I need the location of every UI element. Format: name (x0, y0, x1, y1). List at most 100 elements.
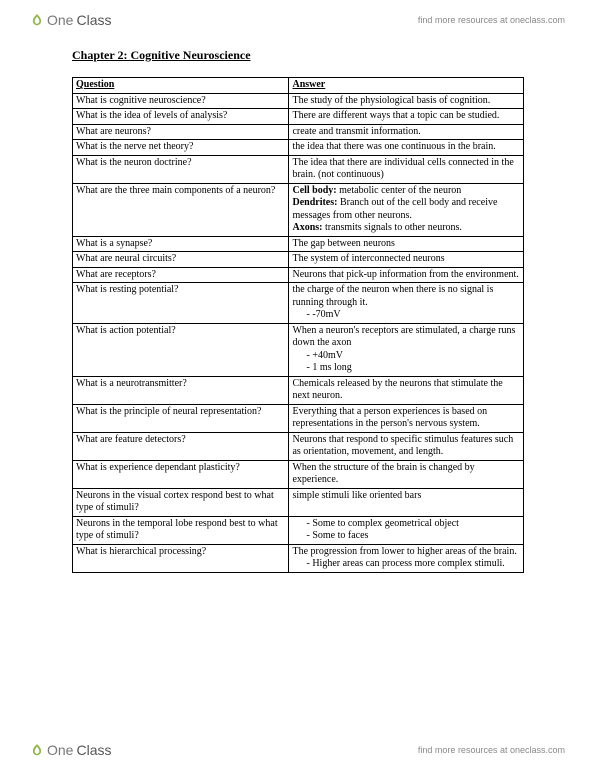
answer-text: When a neuron's receptors are stimulated… (292, 325, 520, 350)
question-cell: Neurons in the visual cortex respond bes… (73, 488, 289, 516)
table-row: What is resting potential?the charge of … (73, 283, 524, 324)
question-cell: What is resting potential? (73, 283, 289, 324)
brand-text-class: Class (76, 742, 111, 758)
leaf-icon (30, 13, 44, 27)
question-cell: What are the three main components of a … (73, 183, 289, 236)
answer-cell: The gap between neurons (289, 236, 524, 252)
answer-cell: The study of the physiological basis of … (289, 93, 524, 109)
answer-text: Neurons that respond to specific stimulu… (292, 434, 520, 459)
table-row: Neurons in the temporal lobe respond bes… (73, 516, 524, 544)
answer-text: There are different ways that a topic ca… (292, 110, 520, 123)
answer-text: create and transmit information. (292, 126, 520, 139)
table-header-row: Question Answer (73, 78, 524, 94)
qa-table: Question Answer What is cognitive neuros… (72, 77, 524, 573)
answer-text: Neurons that pick-up information from th… (292, 269, 520, 282)
answer-cell: The progression from lower to higher are… (289, 544, 524, 572)
answer-bullet: +40mV (292, 350, 520, 363)
question-cell: What is the principle of neural represen… (73, 404, 289, 432)
answer-cell: Some to complex geometrical objectSome t… (289, 516, 524, 544)
answer-cell: When a neuron's receptors are stimulated… (289, 323, 524, 376)
table-row: What are neurons?create and transmit inf… (73, 124, 524, 140)
answer-cell: simple stimuli like oriented bars (289, 488, 524, 516)
document-body: Chapter 2: Cognitive Neuroscience Questi… (72, 48, 524, 573)
question-cell: What is cognitive neuroscience? (73, 93, 289, 109)
table-row: What is experience dependant plasticity?… (73, 460, 524, 488)
table-row: What are receptors?Neurons that pick-up … (73, 267, 524, 283)
answer-text: Everything that a person experiences is … (292, 406, 520, 431)
answer-bold-term: Axons: (292, 222, 322, 233)
answer-cell: create and transmit information. (289, 124, 524, 140)
answer-cell: the idea that there was one continuous i… (289, 140, 524, 156)
table-row: What is the nerve net theory?the idea th… (73, 140, 524, 156)
answer-text: simple stimuli like oriented bars (292, 490, 520, 503)
page-header: OneClass find more resources at oneclass… (0, 6, 595, 34)
table-row: What are neural circuits?The system of i… (73, 252, 524, 268)
answer-text: When the structure of the brain is chang… (292, 462, 520, 487)
question-cell: What are feature detectors? (73, 432, 289, 460)
answer-cell: Chemicals released by the neurons that s… (289, 376, 524, 404)
question-cell: What are neural circuits? (73, 252, 289, 268)
answer-text: The progression from lower to higher are… (292, 546, 520, 559)
answer-cell: Cell body: metabolic center of the neuro… (289, 183, 524, 236)
table-row: Neurons in the visual cortex respond bes… (73, 488, 524, 516)
answer-bullet: 1 ms long (292, 362, 520, 375)
answer-text: Dendrites: Branch out of the cell body a… (292, 197, 520, 222)
answer-bullet: -70mV (292, 309, 520, 322)
brand-logo: OneClass (30, 12, 111, 28)
table-row: What is the neuron doctrine?The idea tha… (73, 155, 524, 183)
answer-cell: The idea that there are individual cells… (289, 155, 524, 183)
answer-text: The study of the physiological basis of … (292, 95, 520, 108)
table-row: What is the idea of levels of analysis?T… (73, 109, 524, 125)
chapter-title: Chapter 2: Cognitive Neuroscience (72, 48, 524, 63)
brand-logo-footer: OneClass (30, 742, 111, 758)
header-tagline: find more resources at oneclass.com (418, 15, 565, 25)
table-row: What are the three main components of a … (73, 183, 524, 236)
footer-tagline: find more resources at oneclass.com (418, 745, 565, 755)
brand-text-one: One (47, 742, 73, 758)
answer-cell: Neurons that pick-up information from th… (289, 267, 524, 283)
answer-cell: There are different ways that a topic ca… (289, 109, 524, 125)
question-cell: What is experience dependant plasticity? (73, 460, 289, 488)
table-row: What is the principle of neural represen… (73, 404, 524, 432)
leaf-icon (30, 743, 44, 757)
question-cell: What is the nerve net theory? (73, 140, 289, 156)
page-footer: OneClass find more resources at oneclass… (0, 736, 595, 764)
question-cell: What are neurons? (73, 124, 289, 140)
question-cell: Neurons in the temporal lobe respond bes… (73, 516, 289, 544)
question-cell: What are receptors? (73, 267, 289, 283)
header-question: Question (73, 78, 289, 94)
answer-cell: When the structure of the brain is chang… (289, 460, 524, 488)
answer-text: The gap between neurons (292, 238, 520, 251)
answer-text: Chemicals released by the neurons that s… (292, 378, 520, 403)
answer-text: The system of interconnected neurons (292, 253, 520, 266)
answer-bold-term: Cell body: (292, 185, 336, 196)
answer-text: the idea that there was one continuous i… (292, 141, 520, 154)
answer-bullet: Some to complex geometrical object (292, 518, 520, 531)
question-cell: What is the idea of levels of analysis? (73, 109, 289, 125)
question-cell: What is a synapse? (73, 236, 289, 252)
answer-text: Axons: transmits signals to other neuron… (292, 222, 520, 235)
brand-text-one: One (47, 12, 73, 28)
answer-cell: Neurons that respond to specific stimulu… (289, 432, 524, 460)
header-answer: Answer (289, 78, 524, 94)
table-row: What is a neurotransmitter?Chemicals rel… (73, 376, 524, 404)
table-row: What are feature detectors?Neurons that … (73, 432, 524, 460)
question-cell: What is hierarchical processing? (73, 544, 289, 572)
table-row: What is cognitive neuroscience?The study… (73, 93, 524, 109)
table-row: What is action potential?When a neuron's… (73, 323, 524, 376)
answer-cell: Everything that a person experiences is … (289, 404, 524, 432)
question-cell: What is a neurotransmitter? (73, 376, 289, 404)
answer-text: The idea that there are individual cells… (292, 157, 520, 182)
answer-bullet: Some to faces (292, 530, 520, 543)
answer-cell: the charge of the neuron when there is n… (289, 283, 524, 324)
table-row: What is a synapse?The gap between neuron… (73, 236, 524, 252)
question-cell: What is action potential? (73, 323, 289, 376)
brand-text-class: Class (76, 12, 111, 28)
table-row: What is hierarchical processing?The prog… (73, 544, 524, 572)
answer-bullet: Higher areas can process more complex st… (292, 558, 520, 571)
answer-text: the charge of the neuron when there is n… (292, 284, 520, 309)
answer-cell: The system of interconnected neurons (289, 252, 524, 268)
question-cell: What is the neuron doctrine? (73, 155, 289, 183)
answer-bold-term: Dendrites: (292, 197, 337, 208)
answer-text: Cell body: metabolic center of the neuro… (292, 185, 520, 198)
